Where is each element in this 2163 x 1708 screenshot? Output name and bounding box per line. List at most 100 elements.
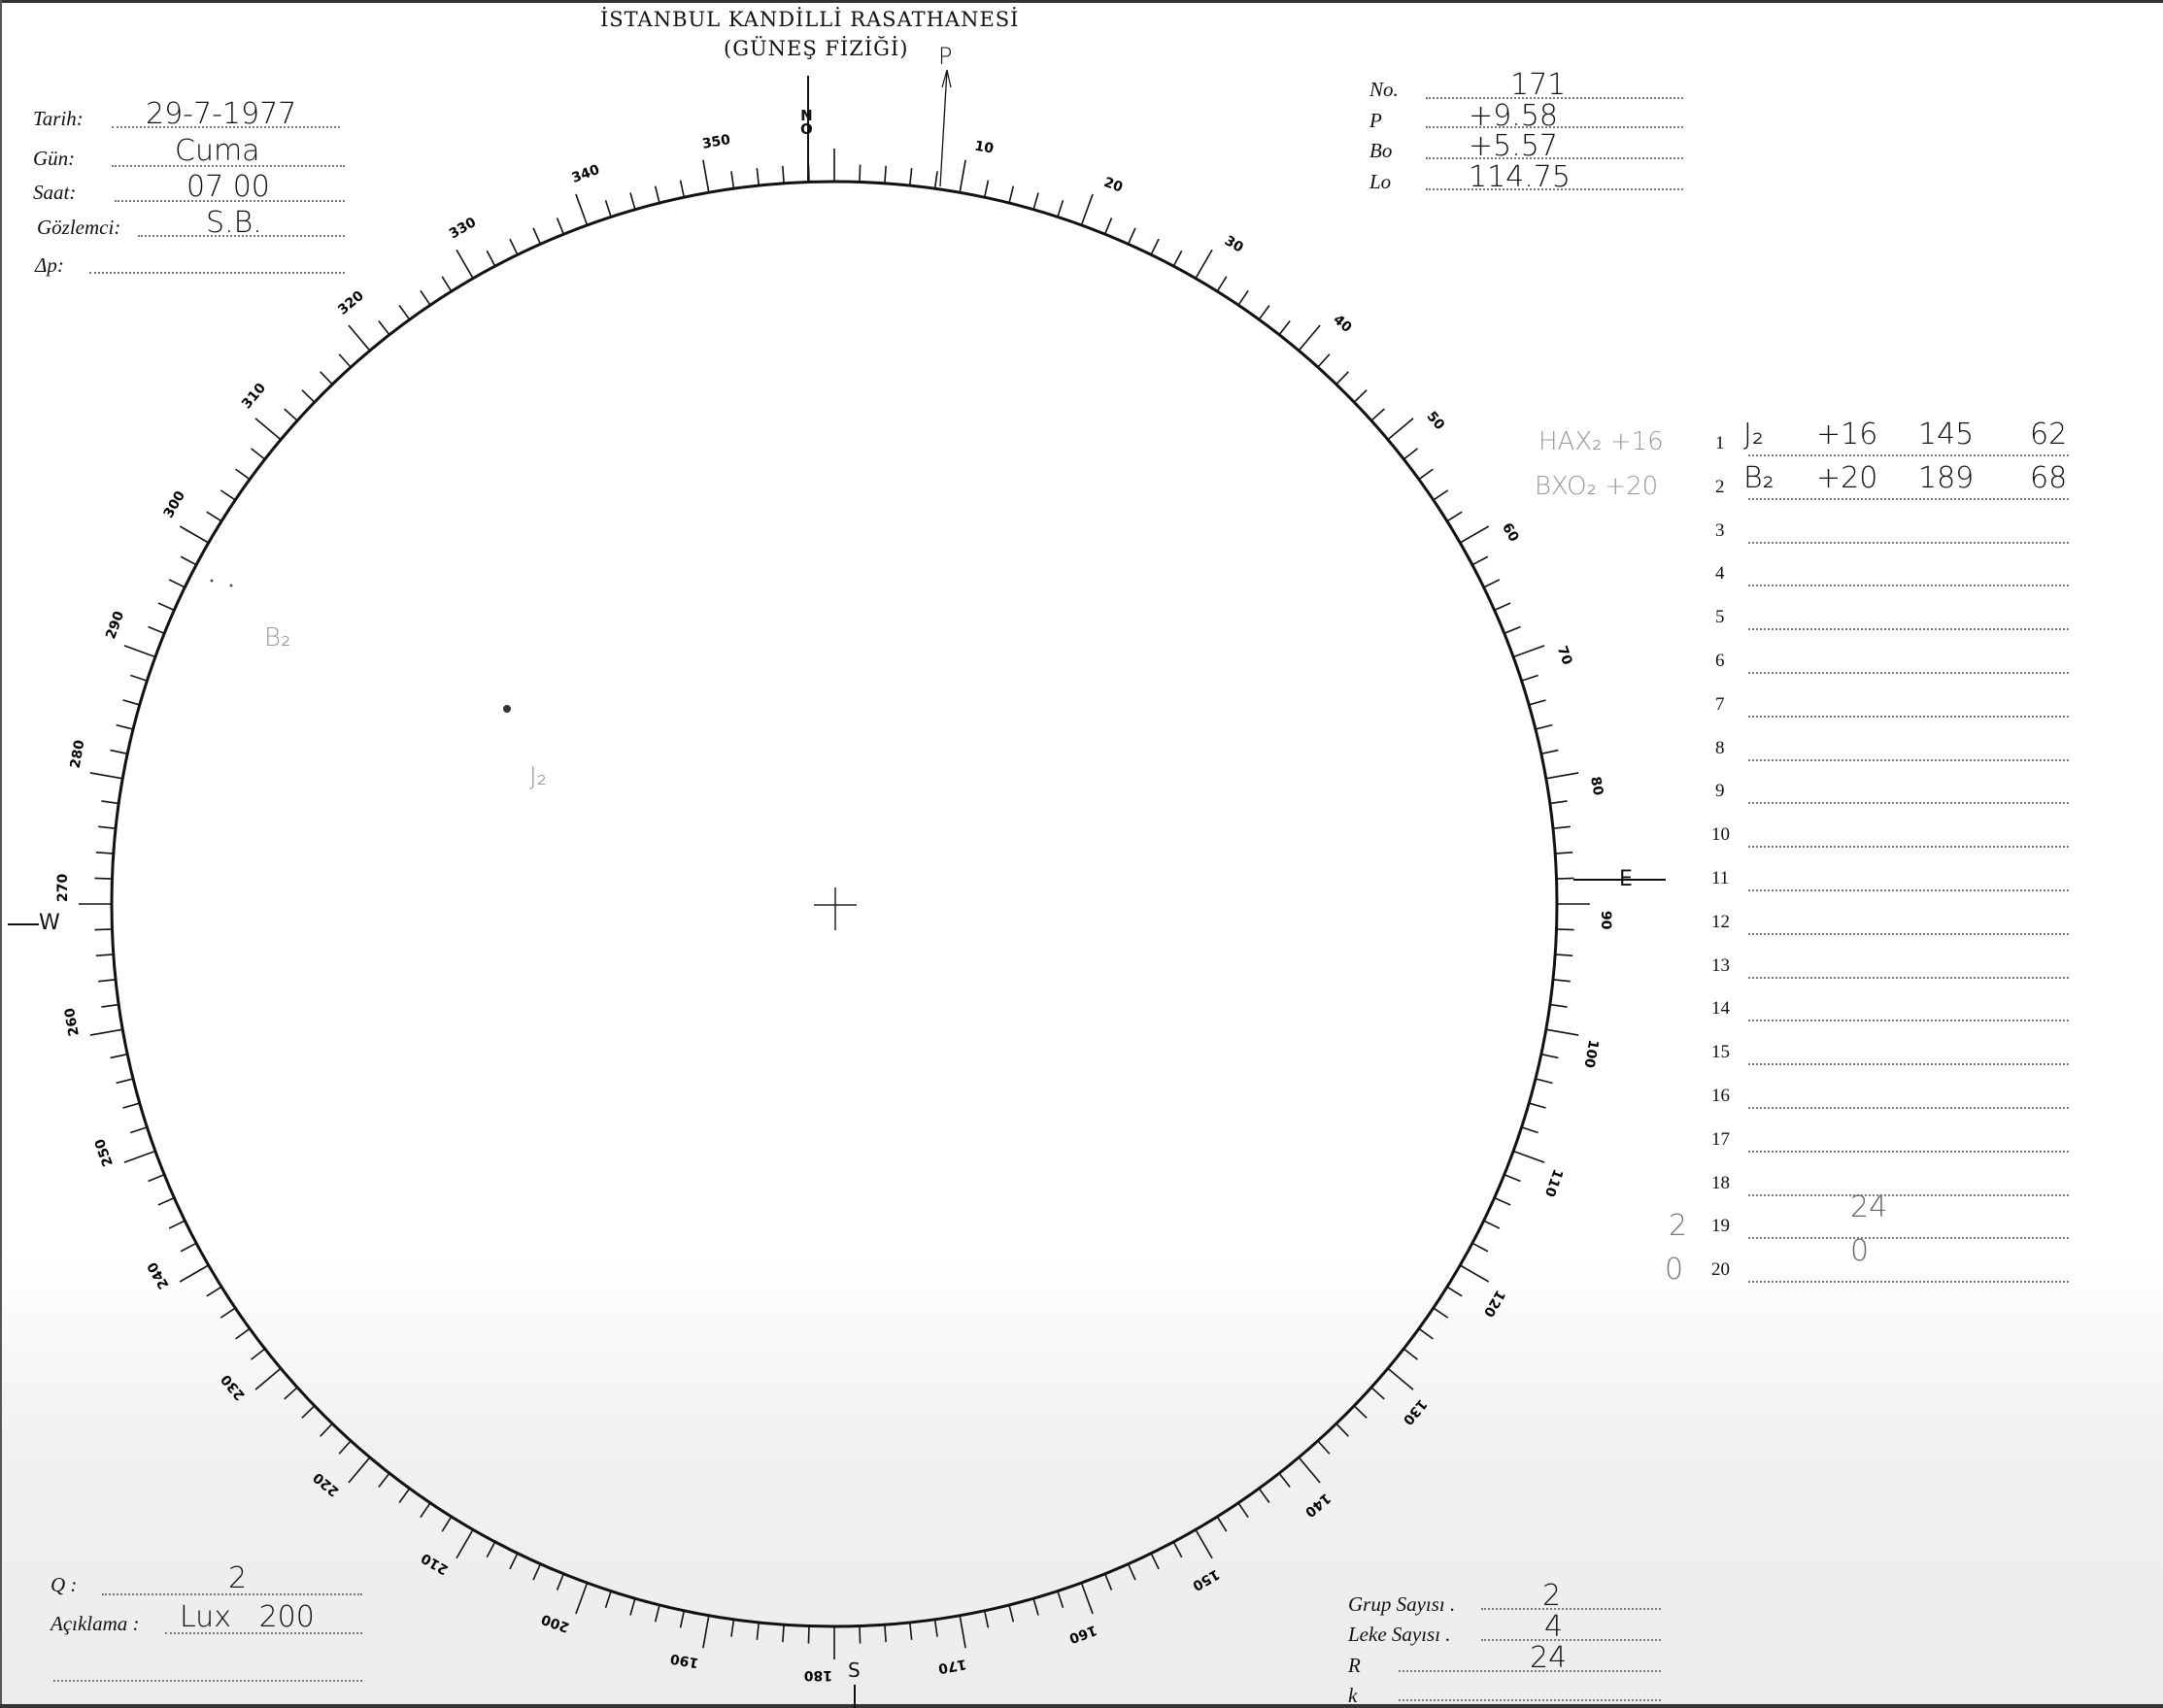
solar-limb-circle	[110, 180, 1559, 1628]
row-line[interactable]	[1748, 846, 2069, 849]
degree-ticks	[79, 149, 1590, 1659]
degree-tick	[1471, 1242, 1489, 1253]
degree-label: 130	[1400, 1396, 1430, 1428]
r-value[interactable]: 24	[1530, 1641, 1568, 1675]
group-latitude[interactable]: +16	[1816, 418, 1878, 452]
dotted-line	[102, 1593, 362, 1595]
degree-label: 90	[1598, 911, 1613, 930]
observer-label: Gözlemci:	[37, 216, 121, 239]
degree-tick	[89, 772, 123, 780]
degree-tick	[220, 489, 236, 501]
row-line[interactable]	[1748, 932, 2069, 935]
degree-tick	[1403, 1348, 1418, 1360]
date-label: Tarih:	[33, 107, 84, 130]
row-number: 20	[1711, 1259, 1730, 1281]
degree-tick	[1032, 192, 1039, 211]
row-line[interactable]	[1748, 1237, 2069, 1240]
row-line[interactable]	[1748, 628, 2069, 631]
day-value[interactable]: Cuma	[175, 134, 260, 168]
time-value[interactable]: 07 00	[186, 170, 270, 204]
sunspot-dot	[503, 705, 511, 713]
degree-tick	[859, 164, 862, 183]
group-latitude[interactable]: +20	[1816, 460, 1878, 495]
row-number: 19	[1711, 1216, 1730, 1237]
row-line[interactable]	[1748, 976, 2069, 979]
group-spot-count[interactable]: 62	[2030, 418, 2068, 452]
group-longitude[interactable]: 145	[1918, 418, 1975, 452]
degree-tick	[1353, 389, 1368, 403]
degree-tick	[908, 1622, 913, 1640]
remarks-value[interactable]: Lux 200	[180, 1600, 315, 1634]
row-line[interactable]	[1748, 497, 2069, 500]
group-longitude[interactable]: 189	[1918, 460, 1975, 495]
row-line[interactable]	[1748, 672, 2069, 674]
lo-value[interactable]: 114.75	[1469, 160, 1571, 194]
row-line[interactable]	[1748, 889, 2069, 891]
degree-tick	[220, 1307, 236, 1319]
degree-tick	[1528, 1102, 1546, 1109]
degree-tick	[1512, 1150, 1545, 1163]
degree-tick	[654, 185, 660, 204]
degree-label: 140	[1301, 1490, 1334, 1520]
degree-tick	[251, 1348, 266, 1360]
row-line[interactable]	[1748, 758, 2069, 761]
row-line[interactable]	[1748, 802, 2069, 805]
degree-tick	[1504, 1173, 1521, 1183]
row-line[interactable]	[1748, 1063, 2069, 1066]
row-number: 15	[1711, 1042, 1730, 1063]
degree-tick	[98, 978, 117, 983]
row-number: 6	[1715, 651, 1725, 671]
degree-label: 10	[973, 139, 995, 157]
degree-tick	[420, 289, 431, 306]
degree-tick	[1555, 852, 1573, 854]
row-note[interactable]: 24	[1850, 1190, 1888, 1225]
date-value[interactable]: 29-7-1977	[146, 97, 297, 131]
row-line[interactable]	[1748, 715, 2069, 718]
degree-tick	[486, 250, 496, 267]
degree-label: 250	[92, 1136, 117, 1168]
q-value[interactable]: 2	[228, 1561, 248, 1595]
observer-value[interactable]: S.B.	[206, 206, 262, 240]
row-note[interactable]: 0	[1850, 1234, 1870, 1269]
degree-tick	[807, 1625, 810, 1644]
degree-tick	[338, 1440, 352, 1455]
degree-tick	[168, 1220, 186, 1229]
bo-value[interactable]: +5.57	[1469, 129, 1558, 163]
time-label: Saat:	[33, 181, 77, 204]
row-number: 2	[1715, 476, 1725, 497]
row-line[interactable]	[1748, 541, 2069, 544]
row-line[interactable]	[1748, 454, 2069, 456]
degree-tick	[1216, 276, 1228, 292]
group-name[interactable]: J₂	[1743, 418, 1764, 452]
group-spot-count[interactable]: 68	[2030, 460, 2068, 495]
group-count-value[interactable]: 2	[1542, 1579, 1562, 1613]
row-line[interactable]	[1748, 1281, 2069, 1284]
degree-tick	[1237, 289, 1249, 306]
degree-tick	[235, 468, 251, 481]
degree-tick	[1552, 825, 1571, 830]
dotted-line	[115, 200, 345, 202]
dotted-line	[89, 272, 345, 274]
row-number: 14	[1711, 998, 1730, 1020]
degree-tick	[1032, 1597, 1039, 1616]
degree-tick	[284, 408, 298, 421]
degree-tick	[1556, 877, 1574, 880]
degree-tick	[1317, 353, 1331, 368]
row-line[interactable]	[1748, 1020, 2069, 1022]
spot-count-value[interactable]: 4	[1544, 1610, 1564, 1644]
p-value[interactable]: +9.58	[1469, 99, 1558, 133]
dotted-line	[112, 165, 345, 167]
degree-tick	[575, 193, 589, 226]
south-label: S	[848, 1658, 861, 1682]
degree-tick	[1080, 1582, 1094, 1615]
row-line[interactable]	[1748, 1107, 2069, 1109]
group-name[interactable]: B₂	[1743, 460, 1774, 495]
bo-label: Bo	[1369, 139, 1393, 162]
row-line[interactable]	[1748, 585, 2069, 587]
degree-tick	[456, 249, 474, 280]
degree-label: 40	[1330, 312, 1354, 336]
number-value[interactable]: 171	[1510, 68, 1567, 102]
page-edge	[0, 0, 2, 1708]
row-line[interactable]	[1748, 1193, 2069, 1196]
row-line[interactable]	[1748, 1150, 2069, 1153]
